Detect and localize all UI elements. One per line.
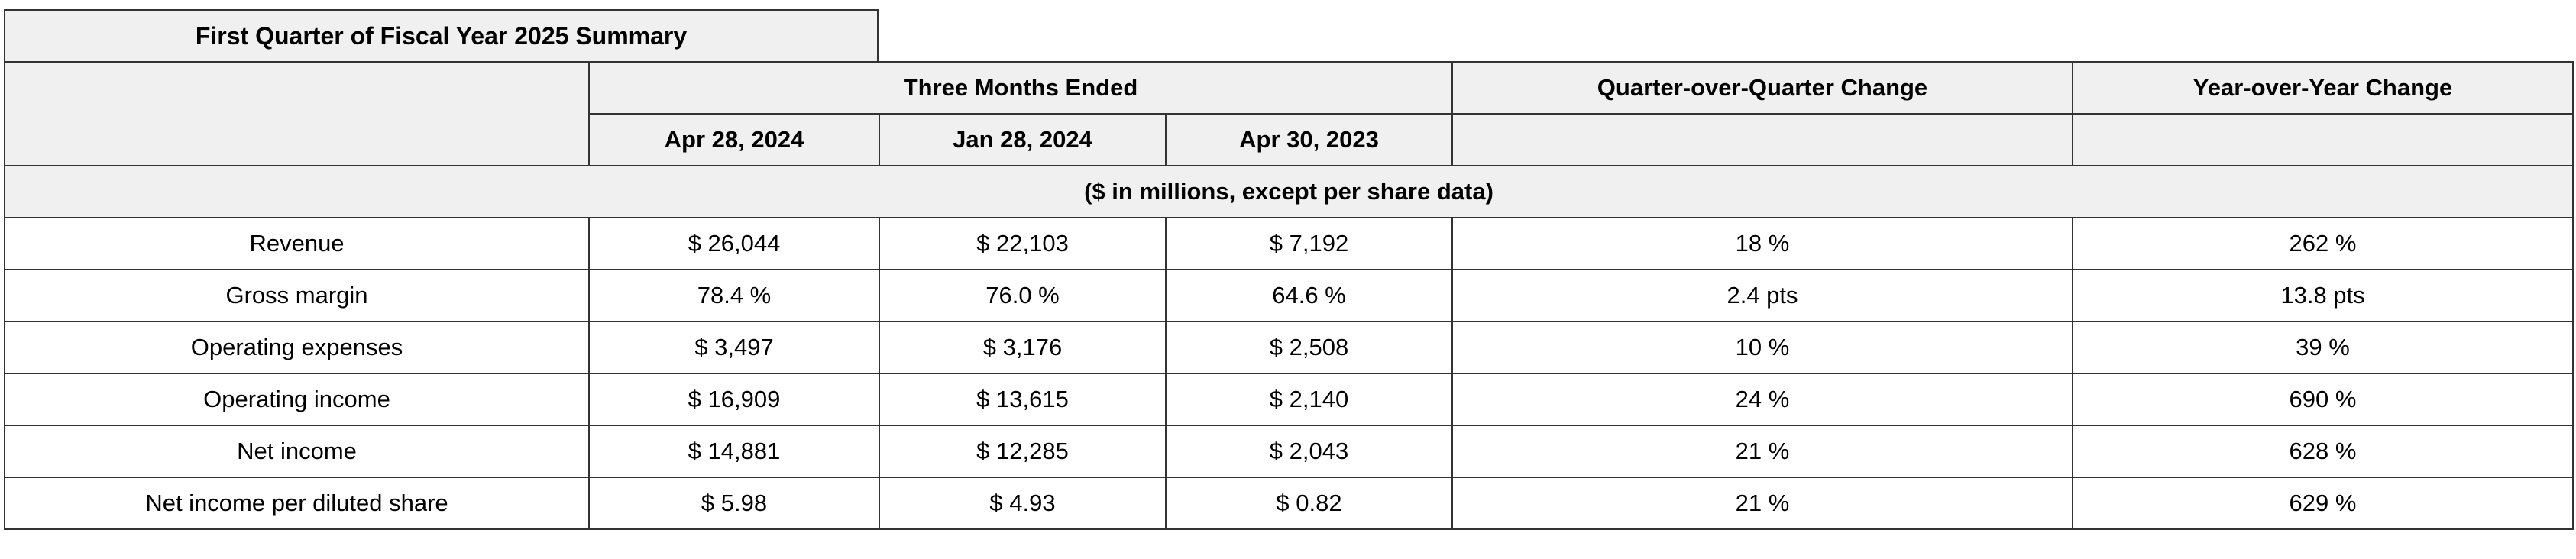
- row-label: Operating income: [4, 373, 590, 426]
- table-row: Operating income $ 16,909 $ 13,615 $ 2,140 2…: [4, 373, 2574, 426]
- cell-apr-2024: 78.4 %: [588, 269, 880, 322]
- cell-apr-2023: 64.6 %: [1165, 269, 1453, 322]
- cell-apr-2024: $ 5.98: [588, 477, 880, 530]
- cell-apr-2023: $ 0.82: [1165, 477, 1453, 530]
- yoy-change-header: Year-over-Year Change: [2072, 61, 2574, 115]
- cell-qoq-change: 18 %: [1451, 217, 2073, 270]
- cell-apr-2024: $ 16,909: [588, 373, 880, 426]
- row-label: Net income per diluted share: [4, 477, 590, 530]
- three-months-ended-header: Three Months Ended: [588, 61, 1453, 115]
- table-body: Three Months Ended Quarter-over-Quarter …: [4, 61, 2574, 530]
- qoq-subheader-empty: [1451, 113, 2073, 166]
- cell-yoy-change: 690 %: [2072, 373, 2574, 426]
- row-label: Gross margin: [4, 269, 590, 322]
- cell-jan-2024: $ 12,285: [879, 425, 1167, 478]
- cell-apr-2024: $ 3,497: [588, 321, 880, 374]
- cell-qoq-change: 2.4 pts: [1451, 269, 2073, 322]
- cell-jan-2024: 76.0 %: [879, 269, 1167, 322]
- table-row: Operating expenses $ 3,497 $ 3,176 $ 2,508 1…: [4, 321, 2574, 374]
- yoy-subheader-empty: [2072, 113, 2574, 166]
- cell-yoy-change: 39 %: [2072, 321, 2574, 374]
- header-row-1: Three Months Ended Quarter-over-Quarter …: [4, 61, 2574, 166]
- financial-summary-table: Three Months Ended Quarter-over-Quarter …: [4, 61, 2574, 530]
- date-header-apr-2023: Apr 30, 2023: [1165, 113, 1453, 166]
- row-label: Revenue: [4, 217, 590, 270]
- date-header-jan-2024: Jan 28, 2024: [879, 113, 1167, 166]
- qoq-change-header: Quarter-over-Quarter Change: [1451, 61, 2073, 115]
- table-row: Revenue $ 26,044 $ 22,103 $ 7,192 18 % 262 %: [4, 217, 2574, 270]
- row-label-header-cell: [4, 61, 590, 166]
- cell-yoy-change: 262 %: [2072, 217, 2574, 270]
- cell-jan-2024: $ 22,103: [879, 217, 1167, 270]
- cell-qoq-change: 24 %: [1451, 373, 2073, 426]
- row-label: Operating expenses: [4, 321, 590, 374]
- cell-apr-2023: $ 7,192: [1165, 217, 1453, 270]
- cell-jan-2024: $ 13,615: [879, 373, 1167, 426]
- cell-jan-2024: $ 4.93: [879, 477, 1167, 530]
- cell-yoy-change: 13.8 pts: [2072, 269, 2574, 322]
- cell-apr-2023: $ 2,140: [1165, 373, 1453, 426]
- units-note-row: ($ in millions, except per share data): [4, 165, 2574, 218]
- cell-apr-2024: $ 14,881: [588, 425, 880, 478]
- table-row: Net income $ 14,881 $ 12,285 $ 2,043 21 % 628…: [4, 425, 2574, 478]
- cell-qoq-change: 21 %: [1451, 477, 2073, 530]
- cell-yoy-change: 628 %: [2072, 425, 2574, 478]
- table-row: Net income per diluted share $ 5.98 $ 4.93…: [4, 477, 2574, 530]
- cell-apr-2023: $ 2,043: [1165, 425, 1453, 478]
- table-row: Gross margin 78.4 % 76.0 % 64.6 % 2.4 pts 13.…: [4, 269, 2574, 322]
- cell-apr-2023: $ 2,508: [1165, 321, 1453, 374]
- cell-qoq-change: 21 %: [1451, 425, 2073, 478]
- row-label: Net income: [4, 425, 590, 478]
- date-header-apr-2024: Apr 28, 2024: [588, 113, 880, 166]
- cell-yoy-change: 629 %: [2072, 477, 2574, 530]
- cell-jan-2024: $ 3,176: [879, 321, 1167, 374]
- summary-title: First Quarter of Fiscal Year 2025 Summar…: [4, 9, 879, 61]
- header-row-2: Apr 28, 2024 Jan 28, 2024 Apr 30, 2023: [5, 113, 2574, 166]
- summary-table-container: First Quarter of Fiscal Year 2025 Summar…: [4, 9, 2574, 530]
- cell-apr-2024: $ 26,044: [588, 217, 880, 270]
- cell-qoq-change: 10 %: [1451, 321, 2073, 374]
- units-note: ($ in millions, except per share data): [4, 165, 2574, 218]
